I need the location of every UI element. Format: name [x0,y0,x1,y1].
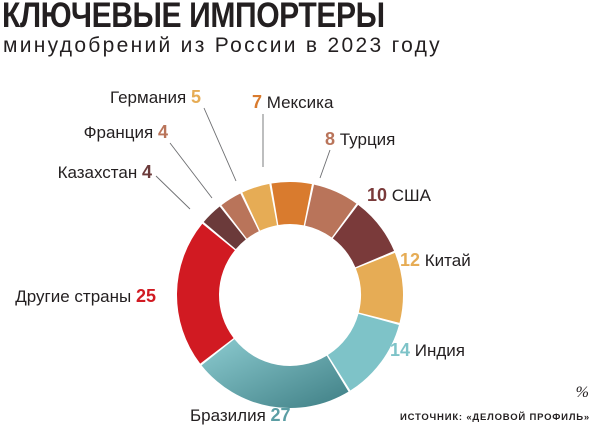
slice-value-2: 10 [367,185,387,205]
slice-label-3: 12 Китай [400,250,471,270]
slice-6 [176,223,235,364]
slice-label-0: 7 Мексика [252,92,334,112]
slice-name-3: Китай [425,251,471,270]
slice-name-7: Казахстан [58,163,138,182]
slice-value-1: 8 [325,129,335,149]
slice-value-4: 14 [390,340,410,360]
slice-value-7: 4 [142,162,152,182]
chart-subtitle: минудобрений из России в 2023 году [3,34,442,57]
slice-label-8: Франция 4 [84,122,168,142]
leader-line-7 [155,175,191,210]
slice-value-3: 12 [400,250,420,270]
slice-1 [305,184,357,238]
slice-value-0: 7 [252,92,262,112]
slice-2 [332,204,395,268]
slice-0 [271,182,312,226]
slice-4 [327,313,399,391]
slice-value-6: 25 [136,286,156,306]
leader-line-8 [169,142,213,199]
slice-name-4: Индия [415,341,465,360]
leader-line-1 [319,149,331,179]
slice-label-9: Германия 5 [110,87,201,107]
slice-value-9: 5 [191,87,201,107]
slice-8 [221,193,259,239]
leader-line-9 [203,107,237,182]
slice-label-5: Бразилия 27 [190,405,291,425]
slice-3 [355,252,403,323]
slice-5 [201,339,349,408]
slice-name-2: США [392,186,432,205]
slice-value-8: 4 [158,122,168,142]
slice-value-5: 27 [271,405,291,425]
slice-name-0: Мексика [267,93,334,112]
slice-name-6: Другие страны [15,287,131,306]
slice-name-8: Франция [84,123,154,142]
slice-name-1: Турция [340,130,396,149]
slice-label-6: Другие страны 25 [15,286,156,306]
slice-name-5: Бразилия [190,406,266,425]
slice-9 [242,183,278,231]
slice-label-1: 8 Турция [325,129,395,149]
source-note: ИСТОЧНИК: «ДЕЛОВОЙ ПРОФИЛЬ» [399,412,590,423]
chart-title: КЛЮЧЕВЫЕ ИМПОРТЕРЫ [2,0,385,35]
slice-name-9: Германия [110,88,186,107]
slice-7 [203,206,246,250]
slice-label-4: 14 Индия [390,340,465,360]
slice-label-2: 10 США [367,185,432,205]
unit-label: % [575,384,589,401]
slice-label-7: Казахстан 4 [58,162,152,182]
